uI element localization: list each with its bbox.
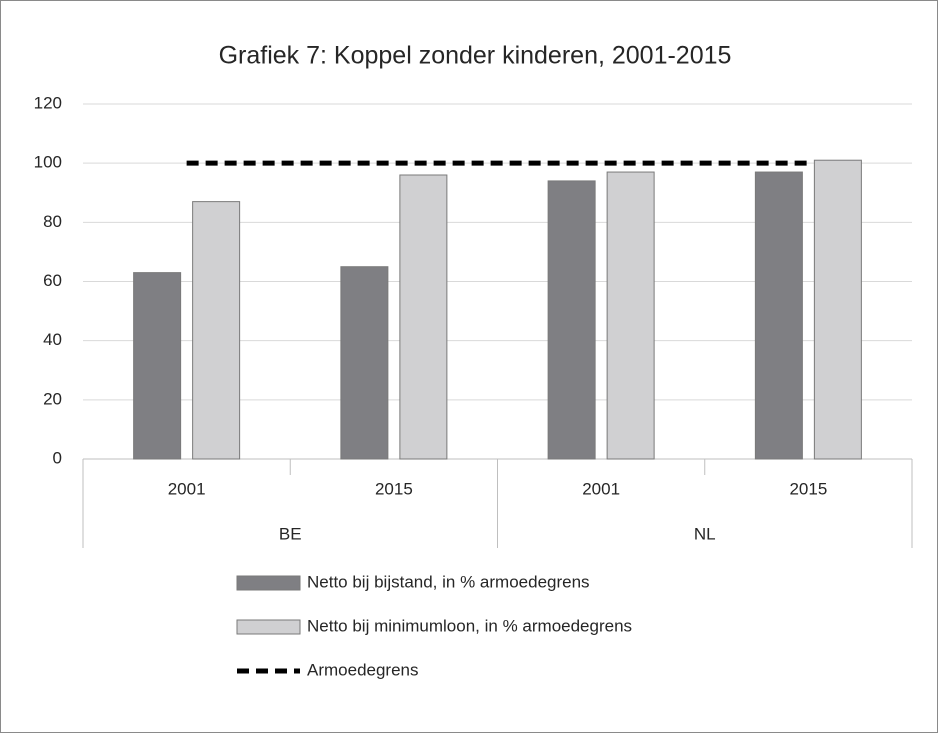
bar	[606, 171, 655, 460]
y-tick-label: 0	[53, 448, 62, 467]
bar	[754, 171, 803, 460]
legend-label: Netto bij minimumloon, in % armoedegrens	[307, 616, 632, 635]
legend-label: Armoedegrens	[307, 660, 419, 679]
chart-title: Grafiek 7: Koppel zonder kinderen, 2001-…	[219, 42, 732, 70]
y-tick-label: 20	[43, 389, 62, 408]
bar	[813, 159, 862, 460]
group-label: BE	[279, 524, 302, 543]
x-tick-label: 2015	[375, 479, 413, 498]
legend-swatch	[236, 575, 301, 591]
bar	[133, 272, 182, 460]
y-tick-label: 60	[43, 271, 62, 290]
bar	[547, 180, 596, 460]
x-tick-label: 2015	[789, 479, 827, 498]
legend-swatch	[236, 619, 301, 635]
bar	[340, 266, 389, 460]
y-tick-label: 100	[34, 153, 62, 172]
y-tick-label: 40	[43, 330, 62, 349]
bar	[399, 174, 448, 460]
y-tick-label: 120	[34, 93, 62, 112]
legend-label: Netto bij bijstand, in % armoedegrens	[307, 572, 590, 591]
x-tick-label: 2001	[582, 479, 620, 498]
y-tick-label: 80	[43, 212, 62, 231]
group-label: NL	[694, 524, 716, 543]
bar	[192, 201, 241, 460]
x-tick-label: 2001	[168, 479, 206, 498]
